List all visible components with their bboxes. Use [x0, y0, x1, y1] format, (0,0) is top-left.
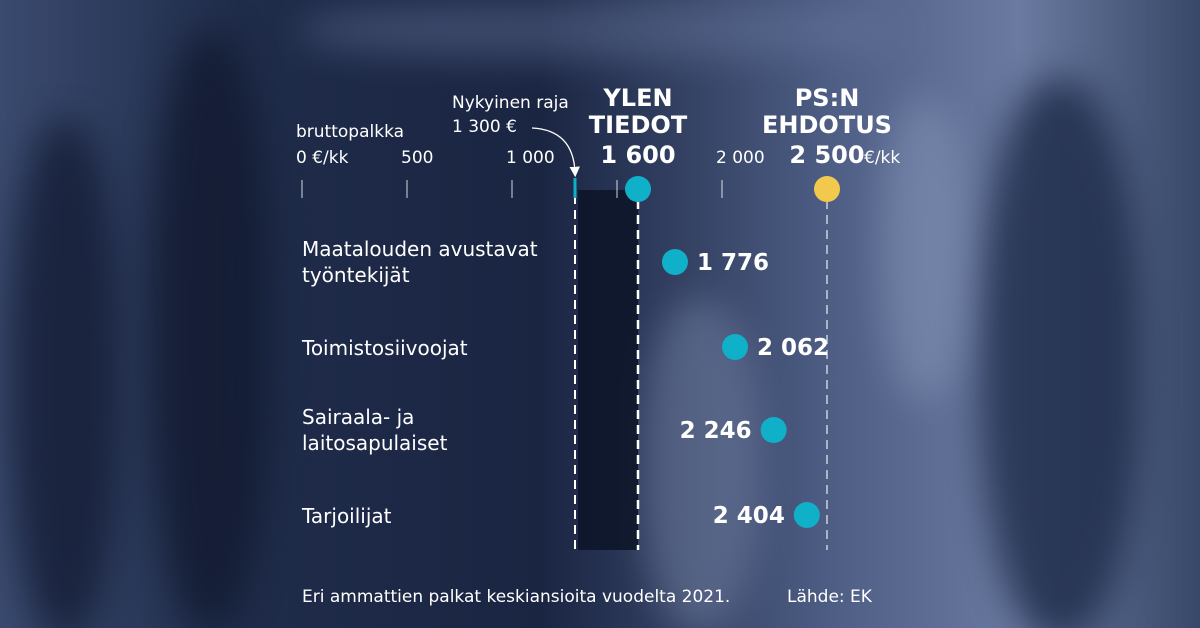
x-tick-label-1: 500: [401, 148, 433, 168]
category-label-0-1: työntekijät: [302, 263, 410, 287]
ps-title-0: PS:N: [795, 84, 860, 112]
ps-value: 2 500: [789, 141, 864, 169]
current-limit-label-1: 1 300 €: [452, 117, 517, 137]
category-dot-2: [760, 417, 787, 443]
axis-unit-label: bruttopalkka: [296, 122, 404, 142]
category-label-2-0: Sairaala- ja: [302, 405, 414, 429]
current-limit-tick: [573, 178, 577, 198]
category-value-3: 2 404: [713, 503, 785, 529]
category-label-1-0: Toimistosiivoojat: [301, 336, 468, 360]
category-label-2-1: laitosapulaiset: [302, 431, 448, 455]
category-dot-1: [722, 334, 749, 360]
ps-dot: [814, 176, 840, 202]
x-tick-label-0: 0 €/kk: [296, 148, 349, 168]
category-value-1: 2 062: [757, 335, 829, 361]
category-dot-0: [661, 249, 688, 275]
yle-value: 1 600: [600, 141, 675, 169]
ps-unit: €/kk: [864, 148, 900, 168]
source-note: Lähde: EK: [787, 587, 873, 607]
category-value-2: 2 246: [680, 418, 752, 444]
category-value-0: 1 776: [697, 250, 769, 276]
footnote: Eri ammattien palkat keskiansioita vuode…: [302, 587, 730, 607]
x-tick-label-2: 1 000: [506, 148, 555, 168]
category-label-0-0: Maatalouden avustavat: [302, 237, 538, 261]
category-label-3-0: Tarjoilijat: [301, 504, 392, 528]
yle-title-0: YLEN: [602, 84, 672, 112]
x-axis-ticks: 0 €/kk 500 1 000 2 000: [296, 148, 765, 198]
dark-band: [578, 190, 638, 550]
category-dot-3: [793, 502, 820, 528]
current-limit-arrow: [531, 127, 580, 178]
ps-title-1: EHDOTUS: [762, 111, 892, 139]
current-limit-label-0: Nykyinen raja: [452, 93, 569, 113]
x-tick-label-3: 2 000: [716, 148, 765, 168]
yle-title-1: TIEDOT: [589, 111, 688, 139]
yle-dot: [625, 176, 651, 202]
